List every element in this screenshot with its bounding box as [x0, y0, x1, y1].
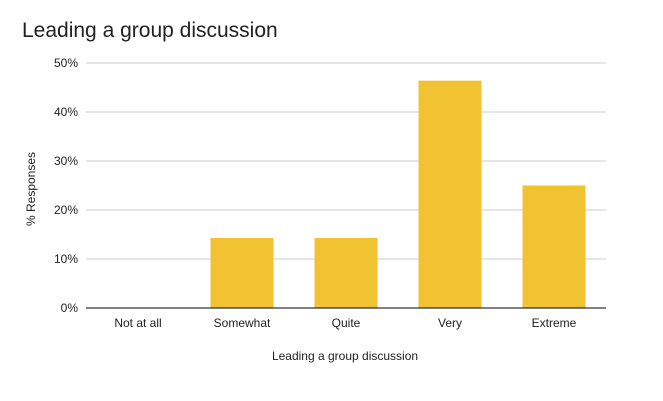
y-tick-label: 20%	[54, 203, 78, 217]
y-tick-label: 0%	[61, 301, 79, 315]
x-tick-label: Very	[438, 316, 462, 330]
chart-title: Leading a group discussion	[22, 19, 278, 42]
y-tick-label: 30%	[54, 154, 78, 168]
bar	[522, 185, 586, 308]
x-axis-ticks: Not at all Somewhat Quite Very Extreme	[114, 316, 576, 330]
y-tick-label: 10%	[54, 252, 78, 266]
x-tick-label: Extreme	[532, 316, 577, 330]
x-tick-label: Not at all	[114, 316, 161, 330]
bar	[418, 80, 482, 308]
x-tick-label: Somewhat	[214, 316, 271, 330]
grid-lines	[86, 62, 606, 260]
bar	[210, 237, 274, 308]
bars	[210, 80, 586, 308]
y-tick-label: 40%	[54, 105, 78, 119]
bar	[314, 237, 378, 308]
x-axis-label: Leading a group discussion	[272, 349, 418, 363]
y-axis-label: % Responses	[24, 152, 38, 226]
x-tick-label: Quite	[332, 316, 361, 330]
y-tick-label: 50%	[54, 56, 78, 70]
y-axis-ticks: 0% 10% 20% 30% 40% 50%	[54, 56, 78, 315]
